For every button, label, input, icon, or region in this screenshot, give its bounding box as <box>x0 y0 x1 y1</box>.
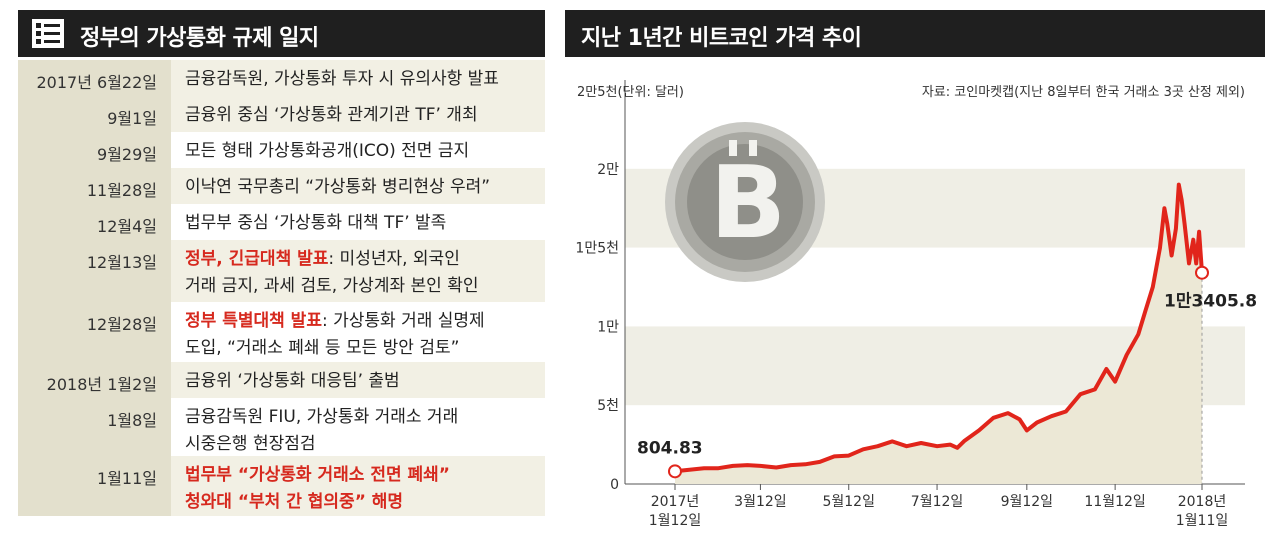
timeline-row: 2018년 1월2일 금융위 ‘가상통화 대응팀’ 출범 <box>18 362 545 398</box>
timeline-event: 법무부 중심 ‘가상통화 대책 TF’ 발족 <box>185 213 447 233</box>
chart-header: 지난 1년간 비트코인 가격 추이 <box>565 10 1265 57</box>
timeline-date: 1월11일 <box>18 456 171 516</box>
timeline-row: 9월29일 모든 형태 가상통화공개(ICO) 전면 금지 <box>18 132 545 168</box>
x-tick-label: 5월12일 <box>822 494 874 510</box>
unit-label: 2만5천(단위: 달러) <box>577 85 684 100</box>
x-tick-label: 3월12일 <box>734 494 786 510</box>
y-tick-label: 2만 <box>597 162 619 178</box>
timeline-event: 금융감독원 FIU, 가상통화 거래소 거래 시중은행 현장점검 <box>171 398 545 456</box>
bitcoin-chart-panel: 지난 1년간 비트코인 가격 추이 0 5천 1만 1만5천 2만 2만5천(단위: 달러… <box>565 10 1265 532</box>
y-tick-label: 1만5천 <box>575 241 619 257</box>
start-value-label: 804.83 <box>637 438 703 458</box>
y-tick-label: 0 <box>610 477 619 493</box>
bitcoin-coin-face <box>687 144 803 260</box>
timeline-header: 정부의 가상통화 규제 일지 <box>18 10 545 57</box>
timeline-event: 금융위 ‘가상통화 대응팀’ 출범 <box>185 371 400 391</box>
end-point-marker <box>1195 265 1209 280</box>
timeline-date: 12월28일 <box>18 302 171 362</box>
timeline-event: 법무부 “가상통화 거래소 전면 폐쇄” 청와대 “부처 간 협의중” 해명 <box>171 456 545 516</box>
x-tick-label: 9월12일 <box>1001 494 1053 510</box>
end-value-label: 1만3405.8 <box>1164 292 1257 312</box>
timeline-date: 9월29일 <box>18 132 171 168</box>
x-tick-label: 7월12일 <box>911 494 963 510</box>
timeline-event: 정부, 긴급대책 발표: 미성년자, 외국인 거래 금지, 과세 검토, 가상계좌… <box>171 240 545 302</box>
x-tick-label-line2: 1월11일 <box>1176 513 1228 529</box>
event-highlight: 정부, 긴급대책 발표 <box>185 249 329 269</box>
timeline-row: 1월11일 법무부 “가상통화 거래소 전면 폐쇄” 청와대 “부처 간 협의중” … <box>18 456 545 516</box>
bitcoin-symbol: B <box>710 144 786 261</box>
event-text-line2: 시중은행 현장점검 <box>185 434 316 454</box>
timeline-row: 1월8일 금융감독원 FIU, 가상통화 거래소 거래 시중은행 현장점검 <box>18 398 545 456</box>
price-chart: 0 5천 1만 1만5천 2만 2만5천(단위: 달러) 자료: 코인마켓캡(지난 8일부터… <box>575 80 1257 529</box>
event-highlight: 법무부 “가상통화 거래소 전면 폐쇄” <box>185 465 450 485</box>
timeline-row: 12월13일 정부, 긴급대책 발표: 미성년자, 외국인 거래 금지, 과세 검토… <box>18 240 545 302</box>
bitcoin-symbol-tick <box>729 140 737 156</box>
timeline-date: 2017년 6월22일 <box>18 60 171 96</box>
timeline-event: 정부 특별대책 발표: 가상통화 거래 실명제 도입, “거래소 폐쇄 등 모든 … <box>171 302 545 362</box>
event-highlight: 정부 특별대책 발표 <box>185 311 322 331</box>
timeline-row: 11월28일 이낙연 국무총리 “가상통화 병리현상 우려” <box>18 168 545 204</box>
event-text-line2: 거래 금지, 과세 검토, 가상계좌 본인 확인 <box>185 276 479 296</box>
timeline-event: 모든 형태 가상통화공개(ICO) 전면 금지 <box>185 141 470 161</box>
source-note: 자료: 코인마켓캡(지난 8일부터 한국 거래소 3곳 산정 제외) <box>922 85 1245 100</box>
chart-title: 지난 1년간 비트코인 가격 추이 <box>581 26 862 51</box>
timeline-date: 12월4일 <box>18 204 171 240</box>
start-point-marker <box>668 464 682 479</box>
timeline-row: 12월4일 법무부 중심 ‘가상통화 대책 TF’ 발족 <box>18 204 545 240</box>
timeline-title: 정부의 가상통화 규제 일지 <box>80 26 319 51</box>
price-line <box>674 182 1204 474</box>
timeline-rows: 2017년 6월22일 금융감독원, 가상통화 투자 시 유의사항 발표 9월1일 금… <box>18 60 545 516</box>
timeline-event: 이낙연 국무총리 “가상통화 병리현상 우려” <box>185 177 491 197</box>
x-tick-label: 11월12일 <box>1084 494 1145 510</box>
timeline-event: 금융감독원, 가상통화 투자 시 유의사항 발표 <box>185 69 499 89</box>
event-highlight-line2: 청와대 “부처 간 협의중” 해명 <box>185 492 404 512</box>
timeline-date: 2018년 1월2일 <box>18 362 171 398</box>
timeline-date: 11월28일 <box>18 168 171 204</box>
timeline-row: 9월1일 금융위 중심 ‘가상통화 관계기관 TF’ 개최 <box>18 96 545 132</box>
timeline-row: 2017년 6월22일 금융감독원, 가상통화 투자 시 유의사항 발표 <box>18 60 545 96</box>
x-tick-label: 2018년 <box>1178 494 1227 510</box>
timeline-date: 12월13일 <box>18 240 171 302</box>
regulation-timeline-panel: 정부의 가상통화 규제 일지 2017년 6월22일 금융감독원, 가상통화 투자… <box>18 10 545 532</box>
list-icon <box>32 19 64 48</box>
timeline-row: 12월28일 정부 특별대책 발표: 가상통화 거래 실명제 도입, “거래소 폐쇄… <box>18 302 545 362</box>
y-tick-label: 5천 <box>597 398 619 414</box>
x-tick-label: 2017년 <box>651 494 700 510</box>
event-text-line2: 도입, “거래소 폐쇄 등 모든 방안 검토” <box>185 338 460 358</box>
y-tick-label: 1만 <box>597 319 619 335</box>
timeline-date: 9월1일 <box>18 96 171 132</box>
x-tick-label-line2: 1월12일 <box>649 513 701 529</box>
timeline-date: 1월8일 <box>18 398 171 456</box>
timeline-event: 금융위 중심 ‘가상통화 관계기관 TF’ 개최 <box>185 105 478 125</box>
bitcoin-symbol-tick <box>749 140 757 156</box>
